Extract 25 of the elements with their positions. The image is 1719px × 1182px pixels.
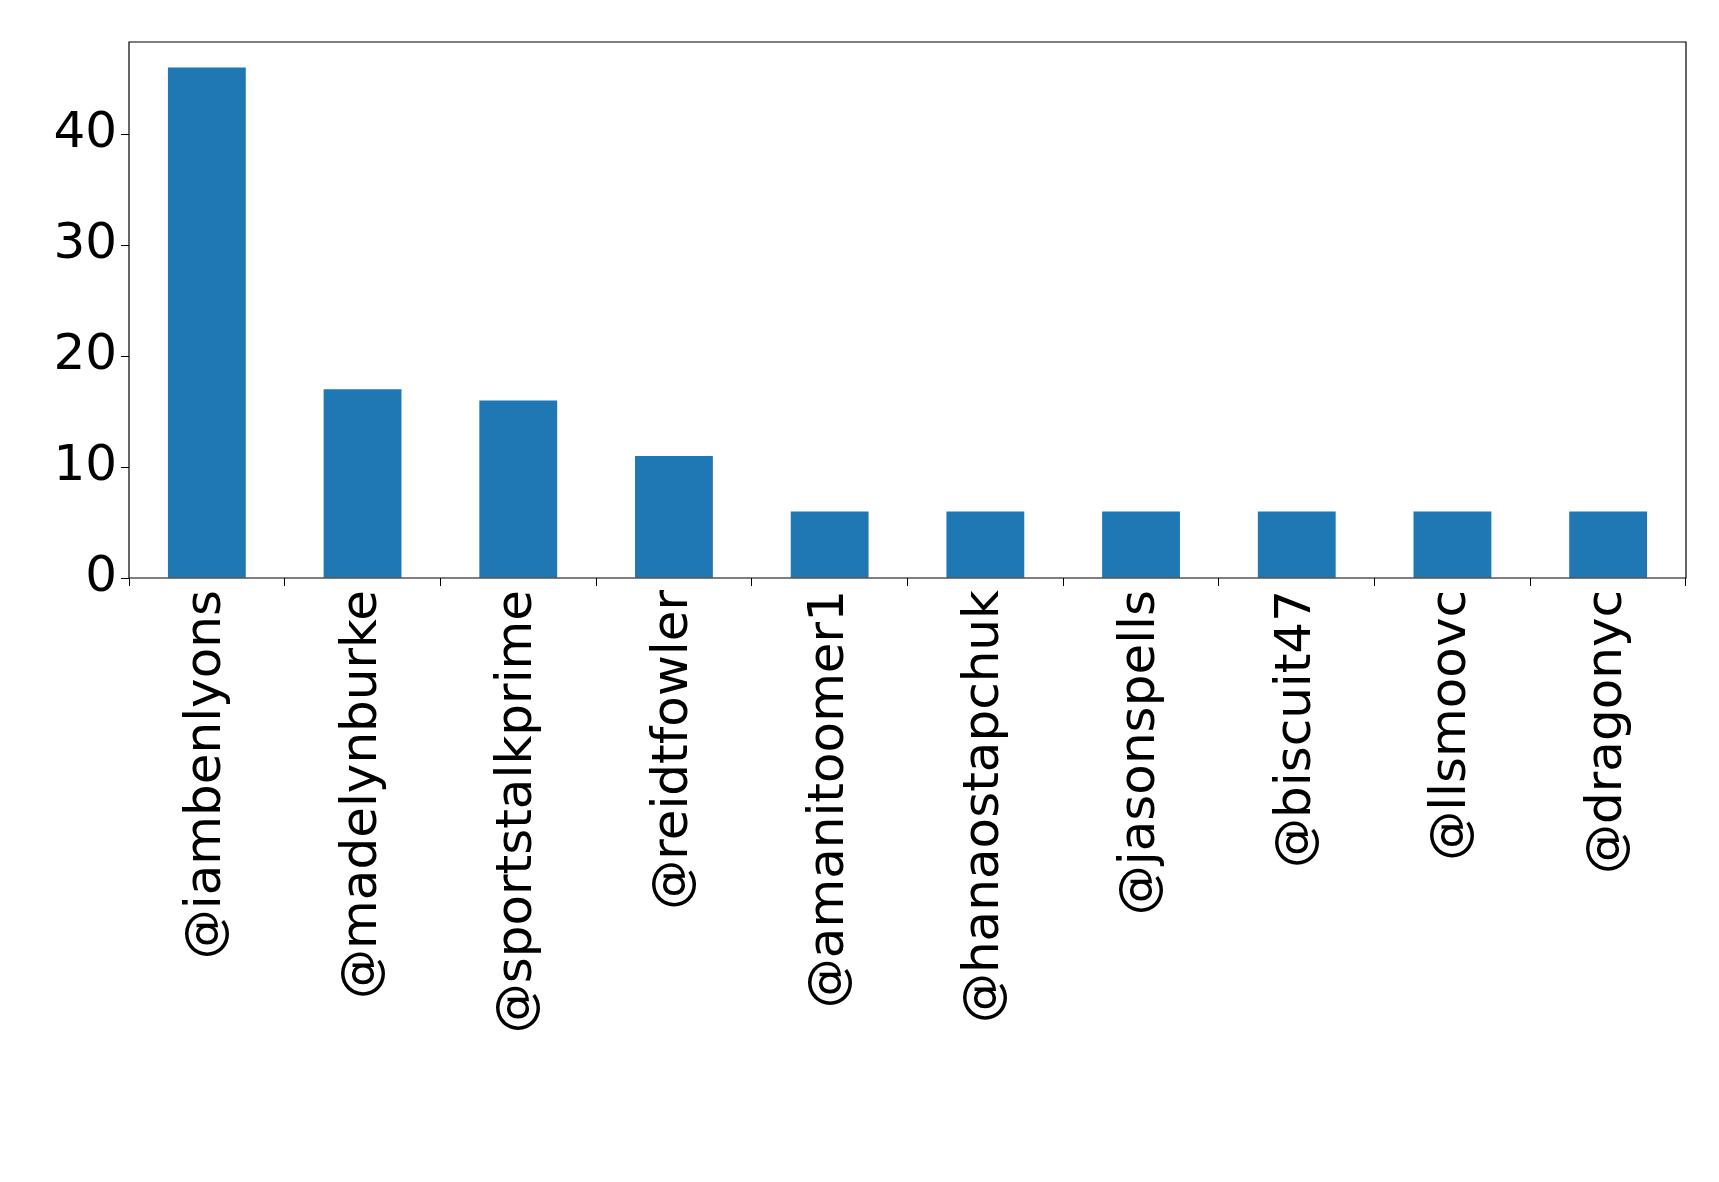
y-tick-label: 40 (53, 101, 117, 160)
x-tick-label: @madelynburke (329, 590, 388, 999)
bar (167, 67, 246, 578)
x-tick-label: @biscuit47 (1263, 590, 1322, 868)
y-tick-label: 30 (53, 212, 117, 271)
x-tick-label: @hanaostapchuk (952, 589, 1011, 1024)
bar (1102, 511, 1180, 578)
x-tick-label: @iambenlyons (173, 590, 232, 960)
bar (323, 389, 402, 578)
x-tick-label: @reidtfowler (640, 589, 699, 910)
bar (1569, 511, 1648, 578)
bar (946, 511, 1025, 578)
x-tick-label: @jasonspells (1108, 590, 1167, 916)
bar (1257, 511, 1336, 578)
y-tick-label: 10 (53, 434, 117, 493)
x-tick-label: @dragonyc (1575, 590, 1634, 875)
y-tick-label: 0 (85, 544, 117, 603)
bar (790, 511, 869, 578)
bar (1413, 511, 1492, 578)
bar (635, 455, 713, 578)
y-tick-label: 20 (53, 323, 117, 382)
x-tick-label: @amanitoomer1 (796, 590, 855, 1009)
bar (479, 400, 558, 578)
x-tick-label: @sportstalkprime (485, 590, 544, 1034)
x-tick-label: @llsmoovc (1419, 590, 1478, 861)
